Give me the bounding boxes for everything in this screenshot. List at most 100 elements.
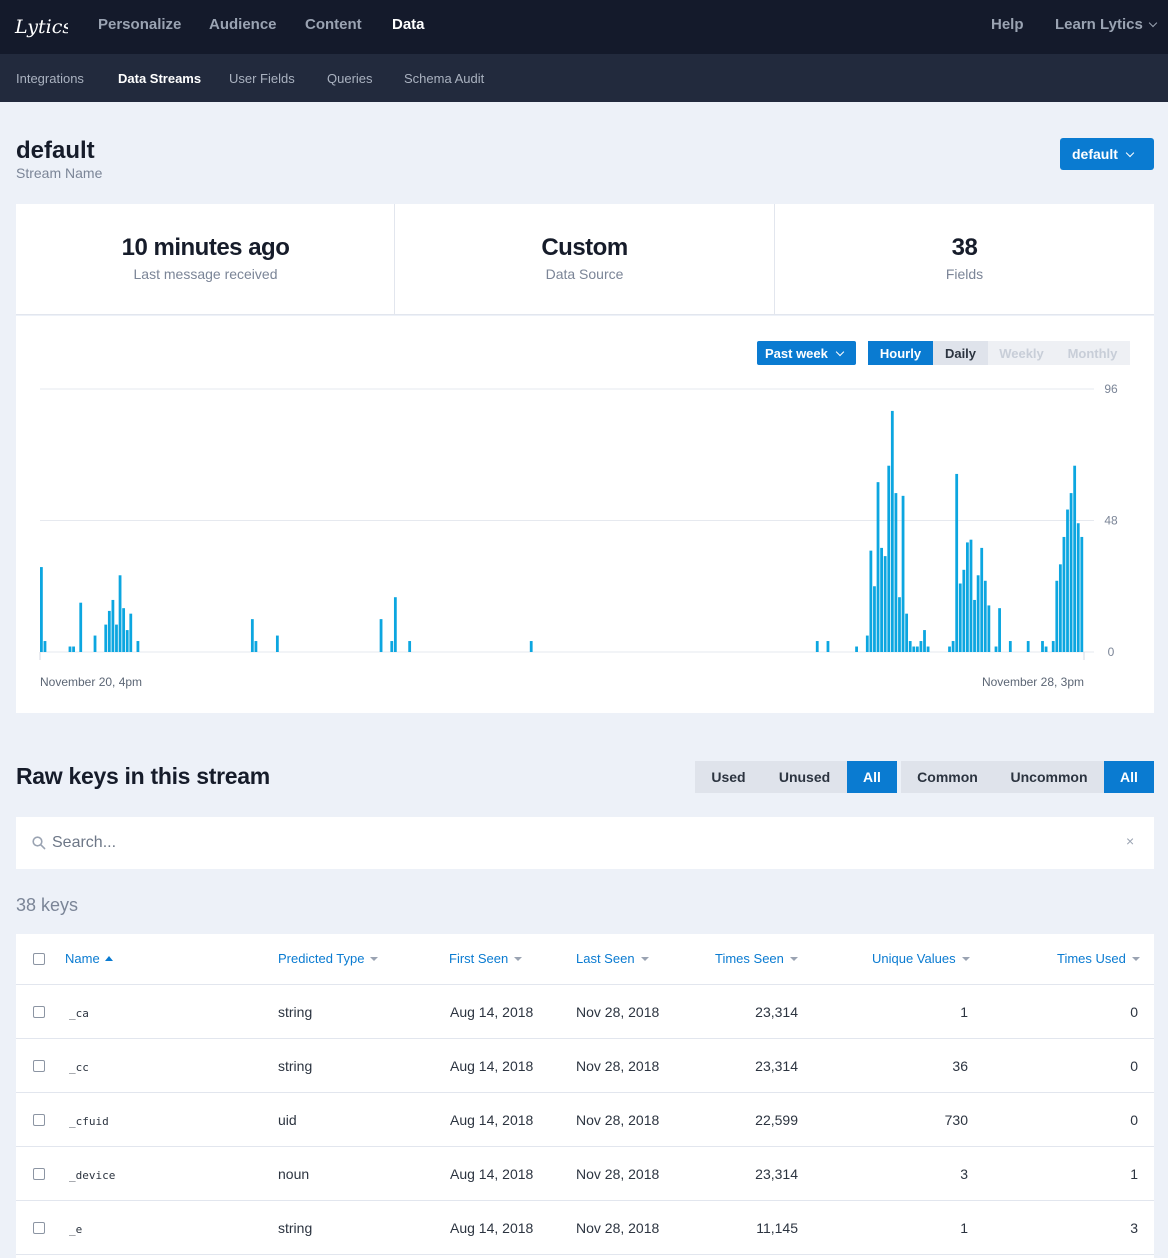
bar — [118, 575, 122, 652]
search-input[interactable] — [52, 831, 1112, 855]
granularity-hourly[interactable]: Hourly — [868, 341, 933, 365]
bar — [1026, 641, 1030, 652]
bar — [876, 482, 880, 652]
bar — [919, 641, 923, 652]
sort-icon — [789, 957, 798, 961]
bar — [1051, 641, 1055, 652]
bar — [107, 610, 111, 652]
bar — [1041, 641, 1044, 652]
granularity-daily[interactable]: Daily — [933, 341, 988, 365]
sort-icon — [1131, 957, 1140, 961]
row-checkbox[interactable] — [33, 1006, 45, 1018]
bar — [883, 556, 887, 652]
bar — [912, 646, 916, 652]
subnav-data-streams[interactable]: Data Streams — [118, 71, 202, 86]
bar — [1080, 536, 1084, 652]
filter-common-button[interactable]: Common — [901, 761, 994, 793]
bar — [998, 608, 1001, 652]
stream-select-button[interactable]: default — [1060, 138, 1154, 170]
times-seen: 23,314 — [755, 1004, 798, 1020]
bar — [1066, 509, 1069, 652]
row-checkbox[interactable] — [33, 1168, 45, 1180]
select-all-checkbox[interactable] — [33, 953, 45, 965]
key-count: 38 keys — [16, 895, 79, 915]
table-row[interactable]: _e string Aug 14, 2018 Nov 28, 2018 11,1… — [16, 1201, 1154, 1255]
filter-usage-all-button[interactable]: All — [847, 761, 897, 793]
bar — [880, 547, 883, 652]
stat-fields: 38 Fields — [774, 204, 1154, 315]
column-header-label: Times Used — [1057, 951, 1126, 966]
granularity-monthly[interactable]: Monthly — [1055, 341, 1130, 365]
range-select-button[interactable]: Past week — [757, 341, 856, 365]
sort-icon — [640, 957, 649, 961]
first-seen: Aug 14, 2018 — [450, 1112, 534, 1128]
unique-values: 36 — [952, 1058, 968, 1074]
subnav-queries[interactable]: Queries — [327, 71, 373, 86]
column-header-label: Predicted Type — [278, 951, 365, 966]
filter-unused-button[interactable]: Unused — [762, 761, 847, 793]
subnav-integrations[interactable]: Integrations — [16, 71, 84, 86]
x-end-label: November 28, 3pm — [982, 675, 1084, 689]
column-header-first-seen[interactable]: First Seen — [449, 951, 523, 966]
first-seen: Aug 14, 2018 — [450, 1220, 534, 1236]
column-header-label: Name — [65, 951, 100, 966]
top-navbar: Lytics Personalize Audience Content Data… — [0, 0, 1168, 54]
bar — [43, 641, 47, 652]
row-checkbox[interactable] — [33, 1060, 45, 1072]
times-used: 0 — [1130, 1058, 1138, 1074]
bar — [948, 646, 951, 652]
column-header-predicted-type[interactable]: Predicted Type — [278, 951, 379, 966]
column-header-times-seen[interactable]: Times Seen — [715, 951, 798, 966]
filter-commonality-all-button[interactable]: All — [1104, 761, 1154, 793]
subnav-schema-audit[interactable]: Schema Audit — [404, 71, 485, 86]
nav-personalize[interactable]: Personalize — [98, 16, 182, 33]
key-name: _e — [69, 1223, 83, 1236]
lytics-logo[interactable]: Lytics — [14, 10, 68, 44]
subnav-user-fields[interactable]: User Fields — [229, 71, 295, 86]
row-checkbox[interactable] — [33, 1222, 45, 1234]
last-seen: Nov 28, 2018 — [576, 1112, 660, 1128]
predicted-type: noun — [278, 1166, 310, 1182]
table-row[interactable]: _cc string Aug 14, 2018 Nov 28, 2018 23,… — [16, 1039, 1154, 1093]
granularity-weekly[interactable]: Weekly — [988, 341, 1055, 365]
bar — [958, 583, 962, 652]
column-header-unique-values[interactable]: Unique Values — [872, 951, 970, 966]
bar — [994, 646, 998, 652]
column-header-name[interactable]: Name — [65, 951, 113, 966]
bar — [894, 493, 898, 652]
row-checkbox[interactable] — [33, 1114, 45, 1126]
nav-learn-lytics[interactable]: Learn Lytics — [1055, 16, 1158, 33]
nav-content[interactable]: Content — [305, 16, 362, 33]
table-row[interactable]: _ca string Aug 14, 2018 Nov 28, 2018 23,… — [16, 985, 1154, 1039]
nav-audience[interactable]: Audience — [209, 16, 277, 33]
predicted-type: string — [278, 1004, 313, 1020]
bar — [390, 641, 394, 652]
table-row[interactable]: _cfuid uid Aug 14, 2018 Nov 28, 2018 22,… — [16, 1093, 1154, 1147]
filter-uncommon-button[interactable]: Uncommon — [994, 761, 1104, 793]
column-header-times-used[interactable]: Times Used — [1057, 951, 1140, 966]
table-row[interactable]: _device noun Aug 14, 2018 Nov 28, 2018 2… — [16, 1147, 1154, 1201]
stat-data-source: Custom Data Source — [394, 204, 774, 315]
last-seen: Nov 28, 2018 — [576, 1166, 660, 1182]
times-seen: 22,599 — [755, 1112, 798, 1128]
y-tick-label: 96 — [1104, 382, 1118, 396]
stat-last-message: 10 minutes ago Last message received — [16, 204, 395, 315]
chevron-down-icon — [1125, 148, 1135, 158]
bar — [104, 624, 108, 652]
unique-values: 3 — [960, 1166, 968, 1182]
clear-search-icon[interactable]: × — [1126, 833, 1135, 849]
bar — [887, 465, 891, 652]
predicted-type: string — [278, 1220, 313, 1236]
bar — [976, 575, 980, 652]
nav-data[interactable]: Data — [392, 16, 425, 33]
stats-card: 10 minutes ago Last message received Cus… — [16, 204, 1154, 315]
bar — [962, 569, 966, 652]
bar — [254, 641, 258, 652]
nav-help[interactable]: Help — [991, 16, 1024, 33]
times-seen: 11,145 — [756, 1220, 798, 1236]
bar — [111, 599, 115, 652]
unique-values: 730 — [944, 1112, 968, 1128]
column-header-last-seen[interactable]: Last Seen — [576, 951, 649, 966]
bar — [901, 495, 905, 652]
filter-used-button[interactable]: Used — [695, 761, 762, 793]
